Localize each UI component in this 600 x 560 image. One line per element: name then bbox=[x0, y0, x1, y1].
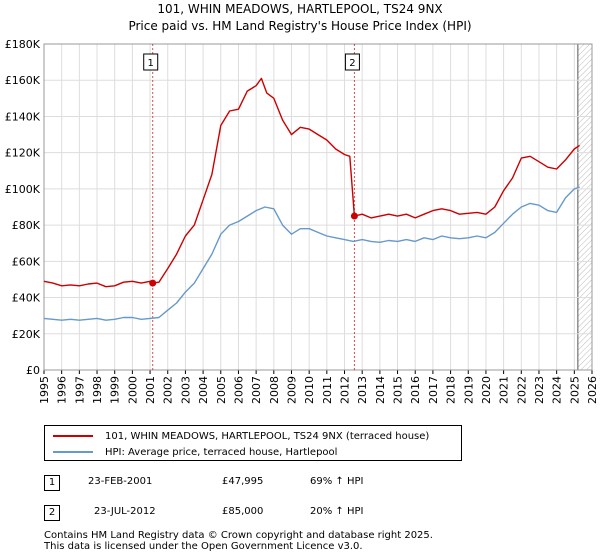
chart-legend: 101, WHIN MEADOWS, HARTLEPOOL, TS24 9NX … bbox=[44, 425, 462, 461]
y-tick-label: £180K bbox=[5, 38, 41, 51]
x-tick-label: 1995 bbox=[38, 376, 51, 404]
transaction-price: £47,995 bbox=[222, 476, 264, 487]
x-tick-label: 1999 bbox=[109, 376, 122, 404]
y-tick-label: £20K bbox=[12, 328, 41, 341]
x-tick-label: 1998 bbox=[91, 376, 104, 404]
transaction-date: 23-FEB-2001 bbox=[88, 476, 153, 487]
x-tick-label: 2003 bbox=[179, 376, 192, 404]
x-tick-label: 2026 bbox=[586, 376, 599, 404]
y-tick-label: £80K bbox=[12, 219, 41, 232]
x-tick-label: 2023 bbox=[533, 376, 546, 404]
x-tick-label: 2017 bbox=[427, 376, 440, 404]
x-tick-label: 2021 bbox=[498, 376, 511, 404]
y-tick-label: £120K bbox=[5, 147, 41, 160]
footer-line-1: Contains HM Land Registry data © Crown c… bbox=[44, 530, 433, 541]
x-tick-label: 2020 bbox=[480, 376, 493, 404]
x-tick-label: 2014 bbox=[374, 376, 387, 404]
x-tick-label: 2008 bbox=[268, 376, 281, 404]
sale-point bbox=[149, 279, 157, 287]
transaction-row-1: 1 23-FEB-2001 £47,995 69% ↑ HPI bbox=[44, 475, 444, 493]
x-tick-label: 2007 bbox=[250, 376, 263, 404]
legend-item-hpi: HPI: Average price, terraced house, Hart… bbox=[53, 444, 337, 460]
y-tick-label: £40K bbox=[12, 292, 41, 305]
x-tick-label: 2001 bbox=[144, 376, 157, 404]
x-tick-label: 2006 bbox=[232, 376, 245, 404]
sale-marker-label: 1 bbox=[148, 58, 154, 69]
x-tick-label: 2013 bbox=[356, 376, 369, 404]
y-tick-label: £140K bbox=[5, 110, 41, 123]
x-tick-label: 2024 bbox=[551, 376, 564, 404]
transaction-badge: 2 bbox=[44, 505, 60, 521]
x-tick-label: 2018 bbox=[445, 376, 458, 404]
sale-marker-label: 2 bbox=[349, 58, 355, 69]
x-tick-label: 2012 bbox=[339, 376, 352, 404]
x-tick-label: 2010 bbox=[303, 376, 316, 404]
x-tick-label: 2002 bbox=[162, 376, 175, 404]
y-tick-label: £60K bbox=[12, 255, 41, 268]
transaction-date: 23-JUL-2012 bbox=[94, 506, 156, 517]
footer-note: Contains HM Land Registry data © Crown c… bbox=[44, 530, 433, 552]
x-tick-label: 1996 bbox=[56, 376, 69, 404]
forecast-hatch bbox=[577, 44, 592, 370]
transaction-hpi: 20% ↑ HPI bbox=[310, 506, 364, 517]
x-tick-label: 2015 bbox=[392, 376, 405, 404]
x-tick-label: 1997 bbox=[73, 376, 86, 404]
y-tick-label: £100K bbox=[5, 183, 41, 196]
legend-swatch-hpi bbox=[53, 451, 93, 453]
x-tick-label: 2009 bbox=[285, 376, 298, 404]
price-chart: £0 £20K £40K £60K £80K £100K £120K £140K £160K £1… bbox=[5, 38, 599, 404]
y-tick-label: £0 bbox=[26, 364, 40, 377]
legend-label-price: 101, WHIN MEADOWS, HARTLEPOOL, TS24 9NX … bbox=[105, 430, 430, 442]
x-tick-label: 2011 bbox=[321, 376, 334, 404]
x-tick-label: 2005 bbox=[215, 376, 228, 404]
plot-frame bbox=[43, 43, 593, 371]
x-tick-label: 2019 bbox=[462, 376, 475, 404]
transaction-price: £85,000 bbox=[222, 506, 264, 517]
sale-marker-box bbox=[344, 53, 360, 71]
sale-point bbox=[350, 212, 358, 220]
footer-line-2: This data is licensed under the Open Gov… bbox=[44, 541, 363, 552]
x-tick-label: 2022 bbox=[515, 376, 528, 404]
x-tick-label: 2025 bbox=[568, 376, 581, 404]
legend-swatch-price bbox=[53, 435, 93, 437]
plot-area bbox=[44, 44, 592, 370]
x-tick-label: 2016 bbox=[409, 376, 422, 404]
transaction-row-2: 2 23-JUL-2012 £85,000 20% ↑ HPI bbox=[44, 505, 444, 523]
transaction-hpi: 69% ↑ HPI bbox=[310, 476, 364, 487]
x-tick-label: 2004 bbox=[197, 376, 210, 404]
legend-item-price: 101, WHIN MEADOWS, HARTLEPOOL, TS24 9NX … bbox=[53, 428, 429, 444]
y-tick-label: £160K bbox=[5, 74, 41, 87]
chart-subtitle: Price paid vs. HM Land Registry's House … bbox=[128, 19, 472, 33]
transaction-badge: 1 bbox=[44, 475, 60, 491]
hpi-series-line bbox=[43, 186, 580, 321]
chart-title: 101, WHIN MEADOWS, HARTLEPOOL, TS24 9NX bbox=[157, 2, 443, 16]
price-series-line bbox=[43, 77, 580, 288]
legend-label-hpi: HPI: Average price, terraced house, Hart… bbox=[105, 446, 338, 458]
sale-marker-box bbox=[143, 53, 159, 71]
x-tick-label: 2000 bbox=[126, 376, 139, 404]
